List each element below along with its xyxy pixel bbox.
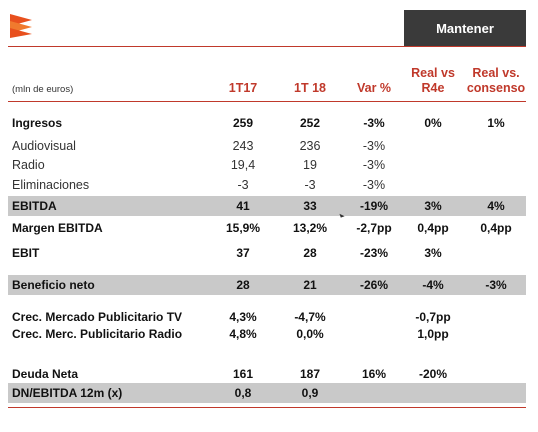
cell-real-vs-r4e: 3% [424, 246, 442, 260]
row-label: Audiovisual [12, 139, 76, 153]
cell-1t17: 15,9% [225, 221, 261, 235]
cell-1t18: 0,9 [301, 386, 319, 400]
row-label: Margen EBITDA [12, 221, 103, 235]
cell-1t17: 243 [232, 139, 254, 153]
cell-1t18: 187 [299, 367, 321, 381]
highlight-band-dn-ebitda [8, 383, 526, 403]
units-label: (mln de euros) [12, 84, 74, 95]
col-header-var: Var % [356, 81, 392, 95]
table-row: Crec. Merc. Publicitario Radio 4,8% 0,0%… [0, 325, 538, 343]
cell-1t17: 19,4 [230, 158, 256, 172]
row-label: Ingresos [12, 116, 63, 130]
table-row: Margen EBITDA 15,9% 13,2% -2,7pp 0,4pp 0… [0, 219, 538, 237]
table-row: Radio 19,4 19 -3% [0, 156, 538, 174]
table-row: Ingresos 259 252 -3% 0% 1% [0, 114, 538, 132]
cell-1t17: 4,3% [229, 310, 257, 324]
cell-var: 16% [361, 367, 387, 381]
cell-1t18: -4,7% [294, 310, 326, 324]
row-label: Eliminaciones [12, 178, 90, 192]
cell-var: -19% [359, 199, 388, 213]
cell-real-vs-r4e: -20% [418, 367, 447, 381]
cell-1t17: 161 [232, 367, 254, 381]
cell-var: -26% [359, 278, 388, 292]
cell-1t18: 252 [299, 116, 321, 130]
recommendation-badge: Mantener [404, 10, 526, 46]
cell-var: -3% [362, 158, 386, 172]
comment-marker-icon [339, 212, 345, 218]
table-row: Beneficio neto 28 21 -26% -4% -3% [0, 276, 538, 294]
cell-var: -23% [359, 246, 388, 260]
header-divider [8, 46, 526, 47]
cell-1t18: -3 [304, 178, 316, 192]
table-row: Audiovisual 243 236 -3% [0, 137, 538, 155]
col-header-real-vs-r4e: Real vs R4e [404, 66, 462, 96]
highlight-band-beneficio [8, 275, 526, 295]
cell-real-vs-r4e: 3% [424, 199, 442, 213]
cell-real-vs-consenso: 0,4pp [480, 221, 512, 235]
cell-1t17: 259 [232, 116, 254, 130]
row-label: Beneficio neto [12, 278, 95, 292]
col-header-real-vs-consenso: Real vs. consenso [464, 66, 528, 96]
cell-var: -3% [362, 178, 386, 192]
cell-real-vs-r4e: -0,7pp [415, 310, 451, 324]
cell-real-vs-consenso: 1% [487, 116, 505, 130]
cell-var: -3% [363, 116, 385, 130]
report-header: Mantener [0, 0, 538, 48]
cell-real-vs-r4e: 0% [424, 116, 442, 130]
row-label: Crec. Merc. Publicitario Radio [12, 327, 183, 341]
col-header-real-vs-r4e-line1: Real vs [411, 66, 455, 80]
cell-var: -3% [362, 139, 386, 153]
row-label: DN/EBITDA 12m (x) [12, 386, 123, 400]
table-row: DN/EBITDA 12m (x) 0,8 0,9 [0, 384, 538, 402]
row-label: EBITDA [12, 199, 57, 213]
table-row: Eliminaciones -3 -3 -3% [0, 176, 538, 194]
col-header-1t17: 1T17 [228, 81, 258, 95]
cell-1t17: 0,8 [234, 386, 252, 400]
column-header-divider [8, 101, 526, 102]
cell-real-vs-r4e: 0,4pp [417, 221, 449, 235]
cell-real-vs-consenso: 4% [487, 199, 505, 213]
cell-1t18: 13,2% [292, 221, 328, 235]
cell-real-vs-r4e: -4% [422, 278, 444, 292]
cell-1t17: 37 [236, 246, 250, 260]
cell-1t18: 0,0% [296, 327, 324, 341]
cell-real-vs-r4e: 1,0pp [417, 327, 449, 341]
company-logo-icon [10, 14, 32, 38]
cell-1t18: 19 [303, 158, 317, 172]
col-header-real-vs-consenso-line2: consenso [466, 81, 526, 95]
cell-1t18: 33 [303, 199, 317, 213]
footer-divider [8, 407, 526, 408]
cell-1t18: 28 [303, 246, 317, 260]
row-label: Crec. Mercado Publicitario TV [12, 310, 183, 324]
row-label: EBIT [12, 246, 40, 260]
cell-1t17: 28 [236, 278, 250, 292]
col-header-1t18: 1T 18 [294, 81, 326, 95]
highlight-band-ebitda [8, 196, 526, 216]
row-label: Radio [12, 158, 45, 172]
col-header-real-vs-consenso-line1: Real vs. [472, 66, 520, 80]
cell-1t17: 41 [236, 199, 250, 213]
row-label: Deuda Neta [12, 367, 79, 381]
table-row: EBITDA 41 33 -19% 3% 4% [0, 197, 538, 215]
table-row: EBIT 37 28 -23% 3% [0, 244, 538, 262]
col-header-real-vs-r4e-line2: R4e [421, 81, 445, 95]
cell-1t18: 21 [303, 278, 317, 292]
cell-real-vs-consenso: -3% [485, 278, 507, 292]
cell-var: -2,7pp [356, 221, 392, 235]
cell-1t18: 236 [299, 139, 321, 153]
table-row: Crec. Mercado Publicitario TV 4,3% -4,7%… [0, 308, 538, 326]
cell-1t17: -3 [237, 178, 249, 192]
table-row: Deuda Neta 161 187 16% -20% [0, 365, 538, 383]
cell-1t17: 4,8% [229, 327, 257, 341]
